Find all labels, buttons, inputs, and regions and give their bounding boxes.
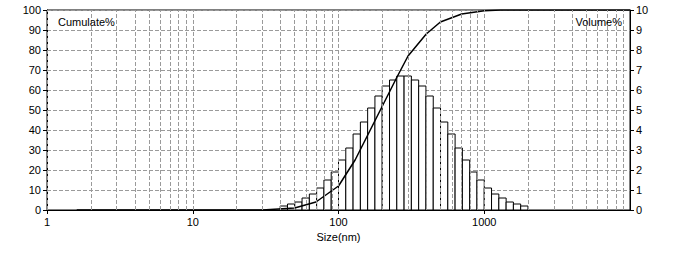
svg-text:1: 1 (636, 184, 642, 196)
svg-text:Cumulate%: Cumulate% (58, 16, 115, 28)
svg-text:10: 10 (636, 4, 648, 16)
svg-text:10: 10 (187, 216, 199, 228)
svg-text:80: 80 (29, 44, 41, 56)
svg-text:5: 5 (636, 104, 642, 116)
svg-text:70: 70 (29, 64, 41, 76)
svg-text:Volume%: Volume% (576, 16, 623, 28)
svg-text:40: 40 (29, 124, 41, 136)
svg-text:Size(nm): Size(nm) (316, 231, 360, 243)
svg-text:100: 100 (23, 4, 41, 16)
svg-text:1000: 1000 (472, 216, 496, 228)
svg-text:30: 30 (29, 144, 41, 156)
svg-text:50: 50 (29, 104, 41, 116)
svg-text:100: 100 (329, 216, 347, 228)
svg-text:6: 6 (636, 84, 642, 96)
svg-text:1: 1 (44, 216, 50, 228)
svg-text:0: 0 (636, 204, 642, 216)
svg-text:60: 60 (29, 84, 41, 96)
svg-text:90: 90 (29, 24, 41, 36)
svg-text:0: 0 (35, 204, 41, 216)
svg-text:3: 3 (636, 144, 642, 156)
svg-text:8: 8 (636, 44, 642, 56)
svg-text:7: 7 (636, 64, 642, 76)
svg-text:20: 20 (29, 164, 41, 176)
svg-text:10: 10 (29, 184, 41, 196)
svg-text:9: 9 (636, 24, 642, 36)
svg-text:4: 4 (636, 124, 642, 136)
svg-text:2: 2 (636, 164, 642, 176)
